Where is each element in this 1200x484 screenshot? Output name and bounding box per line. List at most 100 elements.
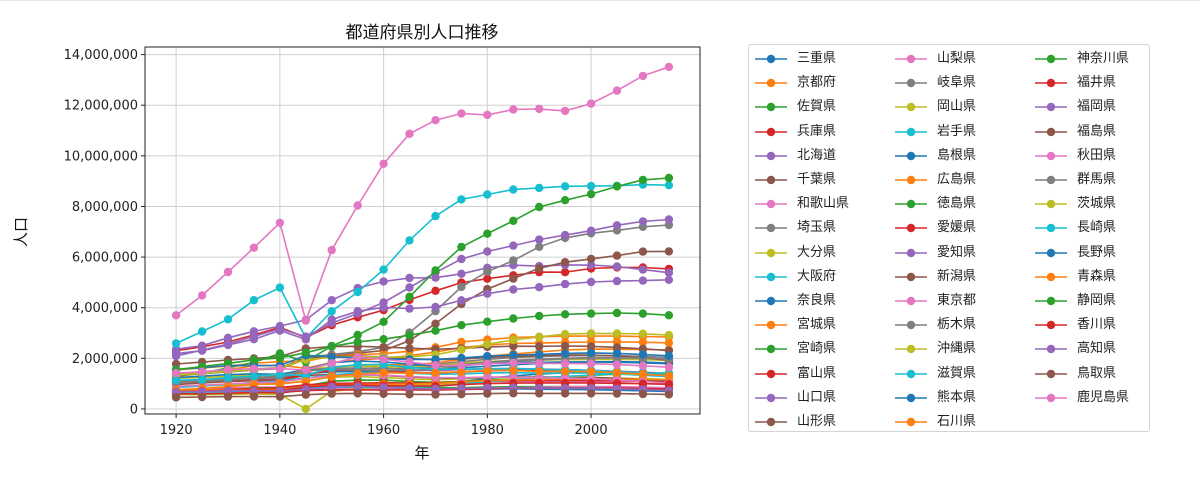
data-point <box>586 389 596 398</box>
series-line <box>175 183 669 345</box>
legend-label: 佐賀県 <box>797 99 837 115</box>
x-tick-label: 1960 <box>367 423 400 438</box>
legend-item: 沖縄県 <box>891 339 976 359</box>
axis-ticks: 1920 1940 1960 1980 2000 0 2,000,000 4,000,000 6… <box>64 48 608 438</box>
legend-marker <box>1035 345 1067 354</box>
x-axis-label: 年 <box>414 444 429 462</box>
data-point <box>586 260 596 270</box>
legend-item: 栃木県 <box>891 315 976 335</box>
legend-marker <box>755 199 787 209</box>
legend-item: 宮崎県 <box>751 339 836 359</box>
legend-label: 山梨県 <box>937 51 977 66</box>
legend-item: 京都府 <box>751 73 836 93</box>
data-point <box>431 211 440 221</box>
data-point <box>327 342 336 351</box>
data-point <box>457 337 466 347</box>
series-line <box>176 352 669 371</box>
data-point <box>535 104 544 114</box>
legend-marker <box>1035 199 1067 209</box>
data-point <box>353 360 362 369</box>
data-point <box>457 367 466 376</box>
data-point <box>457 373 466 382</box>
data-point <box>171 349 181 358</box>
data-point <box>509 342 518 351</box>
data-point <box>223 340 233 350</box>
legend-item: 富山県 <box>751 364 836 384</box>
data-point <box>379 342 388 352</box>
legend-marker <box>1035 175 1067 185</box>
data-point <box>405 390 414 399</box>
legend-label: 群馬県 <box>1077 172 1117 187</box>
data-point <box>353 330 362 340</box>
legend-label: 沖縄県 <box>937 341 977 357</box>
data-point <box>483 190 492 199</box>
data-point <box>509 241 518 250</box>
data-point <box>223 315 233 324</box>
legend-label: 愛知県 <box>937 244 977 260</box>
legend-label: 岡山県 <box>937 99 977 115</box>
legend-marker <box>755 369 787 378</box>
legend-marker <box>755 296 787 306</box>
legend-item: 山形県 <box>751 412 836 432</box>
legend-marker <box>755 248 787 257</box>
data-point <box>353 389 362 398</box>
plot-lines <box>171 62 674 414</box>
data-point <box>586 348 596 358</box>
legend-marker <box>895 345 927 354</box>
series-line <box>176 385 669 393</box>
legend-marker <box>755 151 787 160</box>
data-point <box>379 159 388 168</box>
legend-marker <box>895 78 927 88</box>
legend-label: 広島県 <box>937 172 977 187</box>
legend-item: 徳島県 <box>891 194 976 214</box>
legend-label: 石川県 <box>937 414 977 429</box>
data-point <box>223 365 233 374</box>
data-point <box>586 99 596 108</box>
legend-label: 長崎県 <box>1077 220 1117 236</box>
data-point <box>171 393 181 402</box>
legend-marker <box>755 127 787 136</box>
legend-item: 和歌山県 <box>751 194 849 214</box>
legend-item: 長野県 <box>1031 243 1116 263</box>
data-point <box>509 350 518 360</box>
legend-label: 宮城県 <box>797 317 837 333</box>
data-point <box>535 283 544 292</box>
y-axis-label: 人口 <box>12 217 30 247</box>
series-line <box>176 312 669 371</box>
data-point <box>560 329 570 339</box>
data-point <box>275 379 285 388</box>
data-point <box>249 371 259 381</box>
data-point <box>431 326 440 335</box>
data-point <box>431 319 440 328</box>
legend-marker <box>1035 78 1067 88</box>
legend-label: 福井県 <box>1077 75 1117 91</box>
data-point <box>664 181 674 190</box>
data-point <box>483 340 492 349</box>
data-point <box>379 335 388 344</box>
data-point <box>405 331 414 340</box>
data-point <box>405 129 414 138</box>
legend-label: 兵庫県 <box>797 123 837 139</box>
data-point <box>612 368 622 377</box>
legend-label: 岐阜県 <box>937 75 977 91</box>
data-point <box>535 332 544 342</box>
series-line <box>175 264 669 350</box>
data-point <box>483 366 492 375</box>
legend-item: 山口県 <box>751 388 836 408</box>
data-point <box>560 182 570 191</box>
legend-marker <box>895 199 927 209</box>
data-point <box>379 389 388 398</box>
data-point <box>327 359 336 368</box>
legend-item: 福島県 <box>1031 122 1116 142</box>
data-point <box>638 370 648 379</box>
data-point <box>327 352 336 361</box>
data-point <box>560 196 570 205</box>
data-point <box>612 276 622 286</box>
data-point <box>379 303 388 312</box>
legend-label: 新潟県 <box>937 268 977 284</box>
legend-label: 高知県 <box>1077 341 1117 357</box>
legend-marker <box>755 345 787 354</box>
data-point <box>405 357 414 367</box>
legend-label: 埼玉県 <box>797 220 837 236</box>
chart-title: 都道府県別人口推移 <box>346 23 499 43</box>
